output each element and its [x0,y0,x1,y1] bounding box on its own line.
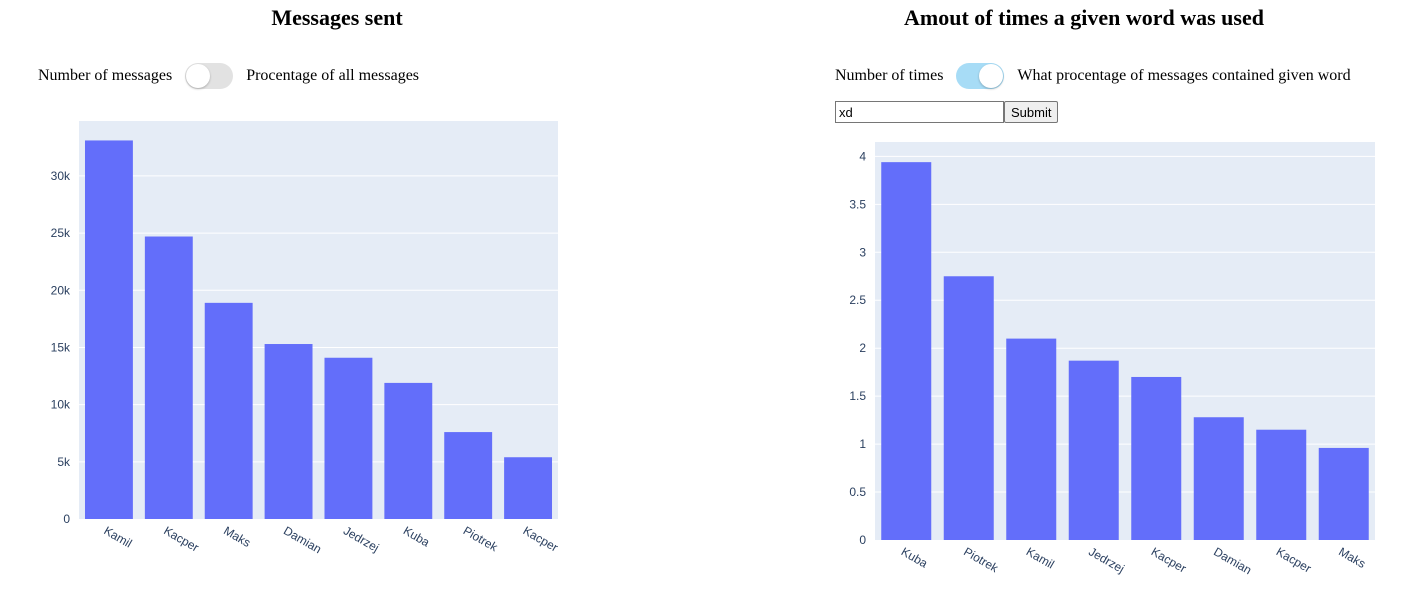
right-xtick-label: Kuba [899,544,931,570]
right-bar-1[interactable] [881,162,932,540]
left-bar-4[interactable] [264,344,313,519]
right-chart-title: Amout of times a given word was used [904,5,1264,30]
right-bar-3[interactable] [1006,338,1057,540]
toggle-knob [979,64,1004,88]
left-chart-title: Messages sent [271,5,403,30]
left-ytick-label: 20k [51,283,71,297]
word-input[interactable] [835,101,1004,123]
right-bar-5[interactable] [1131,376,1182,540]
right-toggle-row: Number of times What procentage of messa… [835,62,1351,90]
word-form: Submit [835,101,1059,123]
left-bar-8[interactable] [504,457,553,519]
left-bar-6[interactable] [384,382,433,519]
right-xtick-label: Piotrek [961,544,1001,575]
right-xtick-label: Kacper [1274,544,1314,575]
right-toggle-left-label: Number of times [835,67,944,84]
messages-mode-toggle[interactable] [185,63,234,89]
right-toggle-right-label: What procentage of messages contained gi… [1017,67,1351,84]
right-bar-4[interactable] [1068,360,1119,540]
right-bar-7[interactable] [1256,429,1307,540]
right-xtick-label: Damian [1211,544,1254,577]
left-ytick-label: 25k [51,226,71,240]
left-bar-1[interactable] [84,140,133,519]
word-mode-toggle[interactable] [956,63,1005,89]
right-ytick-label: 1.5 [849,389,866,403]
right-ytick-label: 2.5 [849,293,866,307]
right-ytick-label: 1 [859,437,866,451]
toggle-knob [186,64,211,88]
right-ytick-label: 3 [859,245,866,259]
left-ytick-label: 10k [51,398,71,412]
left-bar-5[interactable] [324,357,373,519]
left-ytick-label: 30k [51,169,71,183]
left-ytick-label: 5k [57,455,71,469]
submit-button[interactable]: Submit [1004,101,1059,123]
right-ytick-label: 4 [859,149,866,163]
right-bar-8[interactable] [1318,447,1369,540]
right-xtick-label: Kamil [1024,544,1057,571]
right-bar-2[interactable] [943,276,994,540]
left-bar-2[interactable] [144,236,193,520]
right-ytick-label: 2 [859,341,866,355]
left-bar-7[interactable] [444,432,493,519]
left-bar-3[interactable] [204,302,253,519]
left-toggle-left-label: Number of messages [38,67,173,84]
right-xtick-label: Jedrzej [1086,544,1127,575]
right-xtick-label: Kacper [1149,544,1189,575]
left-toggle-right-label: Procentage of all messages [246,67,420,84]
right-ytick-label: 3.5 [849,197,866,211]
right-ytick-label: 0 [859,533,866,547]
left-ytick-label: 15k [51,340,71,354]
left-ytick-label: 0 [63,512,70,526]
right-xtick-label: Maks [1336,544,1368,570]
right-ytick-label: 0.5 [849,485,866,499]
right-bar-6[interactable] [1193,417,1244,540]
left-toggle-row: Number of messages Procentage of all mes… [38,62,419,90]
